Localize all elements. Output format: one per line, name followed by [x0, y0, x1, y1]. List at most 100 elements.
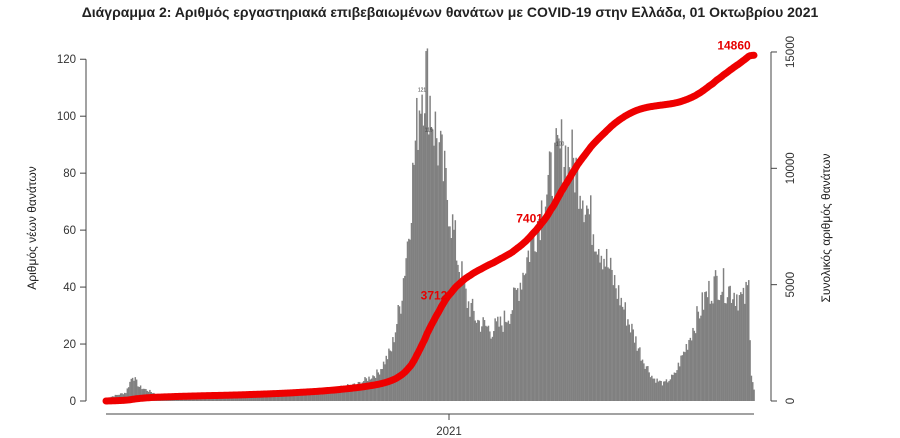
daily-bar [613, 275, 616, 401]
daily-bar [653, 378, 656, 401]
daily-bar [272, 395, 275, 401]
daily-bar [433, 145, 435, 401]
daily-bar [558, 138, 560, 401]
daily-bar [635, 336, 637, 401]
daily-bar [238, 397, 240, 401]
left-tick-label: 100 [57, 111, 76, 123]
peak-label: 100 [556, 141, 565, 147]
daily-bar [689, 337, 692, 401]
daily-bar [337, 386, 340, 401]
daily-bar [601, 269, 604, 401]
daily-bar [454, 220, 457, 401]
cumulative-label: 3712 [421, 289, 448, 303]
daily-bar [617, 285, 620, 401]
daily-bar [219, 397, 222, 401]
daily-bar [317, 390, 320, 401]
daily-bar [595, 251, 597, 401]
daily-bar [591, 244, 593, 401]
daily-bar [312, 391, 314, 401]
daily-bar [559, 148, 561, 401]
daily-bar [207, 397, 210, 401]
daily-bar [394, 332, 397, 401]
daily-bar [283, 394, 285, 401]
daily-bar [528, 261, 531, 401]
daily-bar [345, 388, 348, 401]
daily-bar [550, 152, 552, 401]
daily-bar [615, 288, 617, 401]
daily-bar [530, 240, 532, 401]
daily-bar [477, 319, 479, 401]
daily-bar [336, 387, 338, 401]
daily-bar [729, 285, 731, 401]
daily-bar [458, 272, 461, 401]
daily-bar [301, 393, 304, 401]
daily-bar [275, 393, 277, 401]
daily-bar [556, 134, 559, 401]
daily-bar [252, 395, 255, 401]
daily-bar [490, 338, 492, 401]
daily-bar [554, 142, 556, 401]
daily-bar [262, 394, 264, 401]
daily-bar [303, 391, 305, 401]
daily-bar [600, 255, 603, 401]
daily-bar [730, 302, 733, 401]
daily-bar [620, 297, 623, 401]
cumulative-label: 7401 [516, 211, 543, 225]
daily-bar [299, 393, 301, 401]
daily-bar [304, 393, 306, 401]
daily-bar [716, 275, 718, 401]
daily-bar [373, 376, 376, 401]
daily-bar [431, 129, 434, 401]
daily-bar [447, 226, 450, 401]
daily-bar [393, 342, 395, 401]
left-tick-label: 0 [70, 396, 76, 408]
daily-bar [693, 330, 696, 401]
daily-bar [604, 266, 607, 401]
daily-bar [665, 379, 668, 401]
daily-bar [137, 386, 139, 401]
daily-bar [215, 398, 218, 401]
daily-bar [370, 378, 373, 401]
daily-bar [269, 395, 272, 401]
daily-bar [678, 366, 681, 401]
daily-bar [752, 382, 754, 401]
daily-bar [244, 396, 247, 401]
daily-bar [750, 375, 753, 401]
daily-bar [733, 292, 735, 401]
daily-bar [483, 320, 486, 401]
daily-bar [685, 344, 688, 401]
daily-bar [297, 392, 300, 401]
x-axis: 2021 [106, 413, 754, 438]
daily-bar [516, 288, 519, 401]
daily-bar [704, 292, 706, 401]
daily-bar [308, 392, 310, 401]
daily-bar [435, 138, 438, 401]
daily-bar [660, 381, 662, 401]
daily-bar [692, 327, 694, 401]
daily-bar [319, 391, 321, 401]
daily-bar [127, 387, 130, 401]
daily-bar [134, 377, 137, 401]
daily-bar [728, 286, 730, 401]
daily-bar [701, 292, 704, 401]
daily-bar [429, 95, 431, 401]
daily-bar [210, 397, 212, 401]
daily-bar [398, 306, 401, 401]
daily-bar [226, 397, 228, 401]
daily-bar [580, 208, 583, 401]
daily-bar [509, 323, 511, 401]
daily-bar [564, 145, 567, 401]
daily-bar [287, 393, 289, 401]
daily-bar [482, 317, 484, 401]
daily-bar [470, 303, 472, 401]
peak-label: 121 [418, 88, 427, 94]
daily-bar [607, 267, 609, 401]
daily-bar [579, 195, 581, 401]
daily-bar [671, 374, 673, 401]
daily-bar [451, 214, 454, 401]
daily-bar [331, 388, 333, 401]
daily-bar [734, 306, 737, 401]
daily-bar [560, 119, 563, 401]
daily-bar [507, 320, 510, 401]
daily-bar [285, 393, 288, 401]
